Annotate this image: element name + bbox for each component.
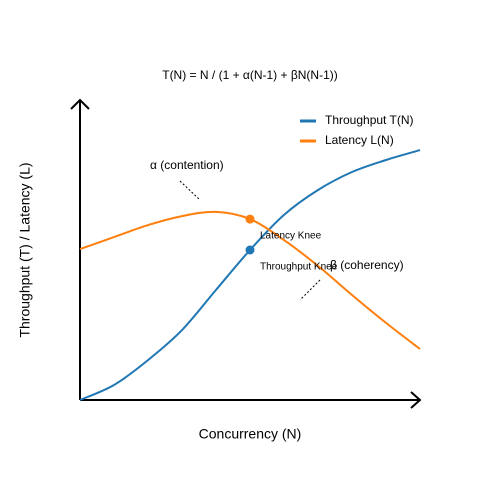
x-axis-label: Concurrency (N): [199, 426, 302, 442]
annotation-line: [179, 180, 201, 201]
legend-label: Throughput T(N): [325, 113, 413, 127]
y-arrow: [70, 98, 90, 110]
annotation-line: [299, 279, 321, 301]
annotation: β (coherency): [330, 258, 404, 272]
annotation: α (contention): [150, 158, 224, 172]
knee-point: [245, 214, 255, 224]
knee-point: [245, 245, 255, 255]
line: [79, 149, 421, 401]
y-axis-label: Throughput (T) / Latency (L): [17, 162, 33, 337]
x-arrow: [410, 391, 422, 409]
chart-title: T(N) = N / (1 + α(N-1) + βN(N-1)): [162, 68, 338, 82]
knee-label: Throughput Knee: [260, 262, 338, 273]
legend-label: Latency L(N): [325, 133, 394, 147]
knee-label: Latency Knee: [260, 231, 322, 242]
line: [79, 210, 421, 350]
axes: [70, 98, 422, 409]
